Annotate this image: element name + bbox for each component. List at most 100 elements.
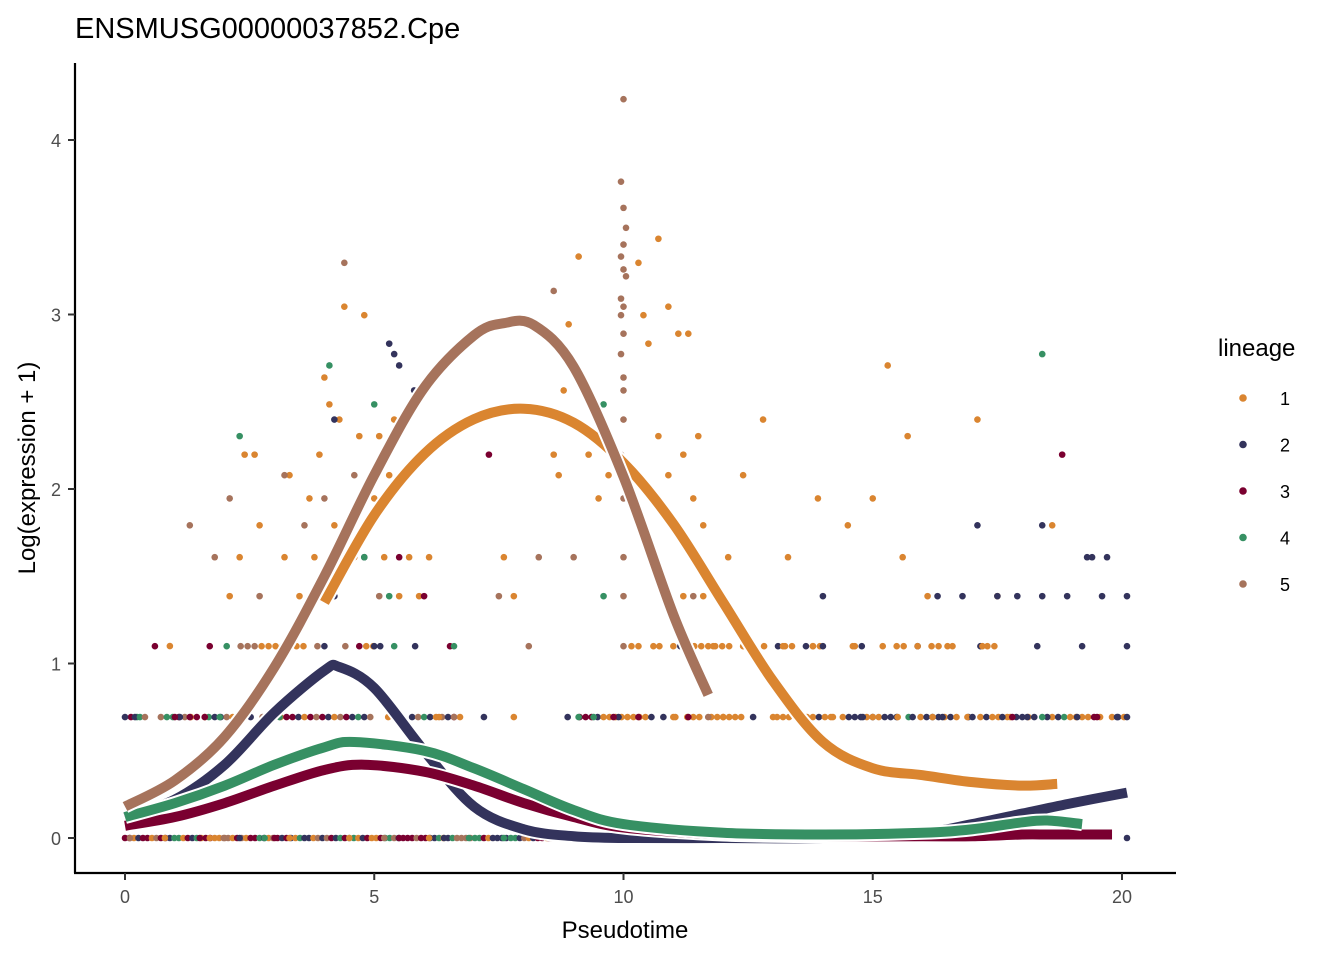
data-point-lineage-1 (929, 713, 936, 721)
data-point (947, 713, 954, 721)
data-point (319, 713, 326, 721)
data-point (935, 642, 942, 650)
data-point (355, 642, 363, 650)
y-tick-label: 1 (51, 655, 61, 675)
data-point-lineage-3 (271, 834, 278, 842)
data-point (258, 642, 265, 650)
legend-label-3: 3 (1280, 482, 1290, 502)
data-point (983, 713, 990, 721)
data-point-lineage-4 (465, 834, 473, 842)
data-point-lineage-1 (595, 495, 602, 502)
data-point-lineage-5 (620, 374, 627, 381)
data-point (851, 713, 859, 721)
data-point (731, 713, 739, 721)
data-point-lineage-2 (121, 713, 129, 721)
data-point-lineage-1 (236, 553, 243, 561)
data-point-lineage-2 (1123, 592, 1131, 600)
data-point-lineage-2 (1023, 713, 1031, 721)
data-point (1060, 713, 1068, 721)
data-point-lineage-1 (814, 495, 822, 502)
data-point-lineage-1 (694, 432, 702, 440)
data-point-lineage-1 (405, 553, 413, 561)
data-point-lineage-2 (819, 592, 827, 600)
data-point-lineage-1 (879, 642, 887, 650)
legend-label-2: 2 (1280, 436, 1290, 456)
data-point-lineage-5 (620, 241, 627, 248)
data-point (839, 713, 847, 721)
data-point-lineage-1 (635, 259, 642, 267)
data-point-lineage-2 (1113, 713, 1121, 721)
data-point (265, 642, 272, 650)
data-point-lineage-4 (236, 432, 243, 440)
data-point-lineage-3 (685, 713, 692, 721)
data-point-lineage-1 (974, 416, 981, 423)
data-point (362, 642, 370, 650)
data-point-lineage-5 (211, 553, 219, 561)
data-point-lineage-4 (600, 592, 607, 600)
legend-key-1 (1239, 394, 1247, 402)
data-point-lineage-1 (341, 303, 348, 310)
data-point-lineage-1 (375, 432, 383, 440)
data-point-lineage-1 (425, 553, 433, 561)
data-point (342, 642, 349, 650)
data-point-lineage-5 (617, 253, 625, 260)
data-point (989, 713, 996, 721)
data-point-lineage-1 (251, 451, 258, 458)
data-point (301, 713, 308, 721)
data-point-lineage-1 (699, 592, 707, 600)
data-point (821, 713, 829, 721)
x-tick-label: 5 (369, 887, 379, 907)
data-point-lineage-1 (331, 521, 338, 529)
plot-area (121, 95, 1131, 846)
data-point (426, 713, 434, 721)
data-point (917, 713, 924, 721)
smooth-curve-lineage-4 (123, 736, 1083, 840)
data-point (760, 642, 768, 650)
data-point-lineage-5 (620, 330, 627, 337)
data-point-lineage-1 (844, 521, 852, 529)
data-point-lineage-1 (964, 713, 971, 721)
data-point-lineage-3 (186, 713, 194, 721)
data-point (420, 713, 428, 721)
data-point-lineage-1 (415, 592, 423, 600)
data-point-lineage-1 (560, 387, 567, 394)
data-point-lineage-2 (615, 713, 622, 721)
data-point-lineage-4 (600, 401, 607, 408)
data-point (689, 713, 697, 721)
legend-key-5 (1239, 580, 1247, 588)
data-point (1066, 713, 1074, 721)
data-point-lineage-1 (500, 553, 508, 561)
data-point (376, 642, 384, 650)
data-point-lineage-2 (440, 834, 448, 842)
data-point (858, 642, 866, 650)
data-point (648, 713, 655, 721)
data-point-lineage-1 (924, 592, 931, 600)
data-point (582, 713, 589, 721)
data-point (300, 642, 307, 650)
data-point-lineage-1 (585, 451, 592, 458)
data-point (845, 713, 853, 721)
data-point-lineage-5 (450, 713, 458, 721)
data-point-lineage-2 (395, 362, 403, 369)
chart-title: ENSMUSG00000037852.Cpe (75, 13, 460, 45)
data-point-lineage-2 (994, 592, 1001, 600)
data-point-lineage-2 (859, 713, 867, 721)
data-point (349, 713, 356, 721)
data-point (624, 713, 631, 721)
data-point-lineage-4 (500, 834, 508, 842)
data-point-lineage-1 (655, 432, 662, 440)
data-point-lineage-3 (196, 834, 204, 842)
data-point (642, 713, 649, 721)
data-point-lineage-3 (151, 642, 159, 650)
data-point-lineage-2 (1123, 713, 1131, 721)
data-point-lineage-1 (944, 642, 951, 650)
data-point (788, 642, 796, 650)
data-point-lineage-2 (1078, 642, 1086, 650)
data-point-lineage-5 (617, 350, 625, 358)
data-point-lineage-1 (914, 642, 921, 650)
data-point-lineage-5 (281, 471, 288, 479)
data-point-lineage-5 (704, 713, 712, 721)
data-point-lineage-4 (261, 834, 268, 842)
data-point-lineage-5 (617, 295, 625, 302)
